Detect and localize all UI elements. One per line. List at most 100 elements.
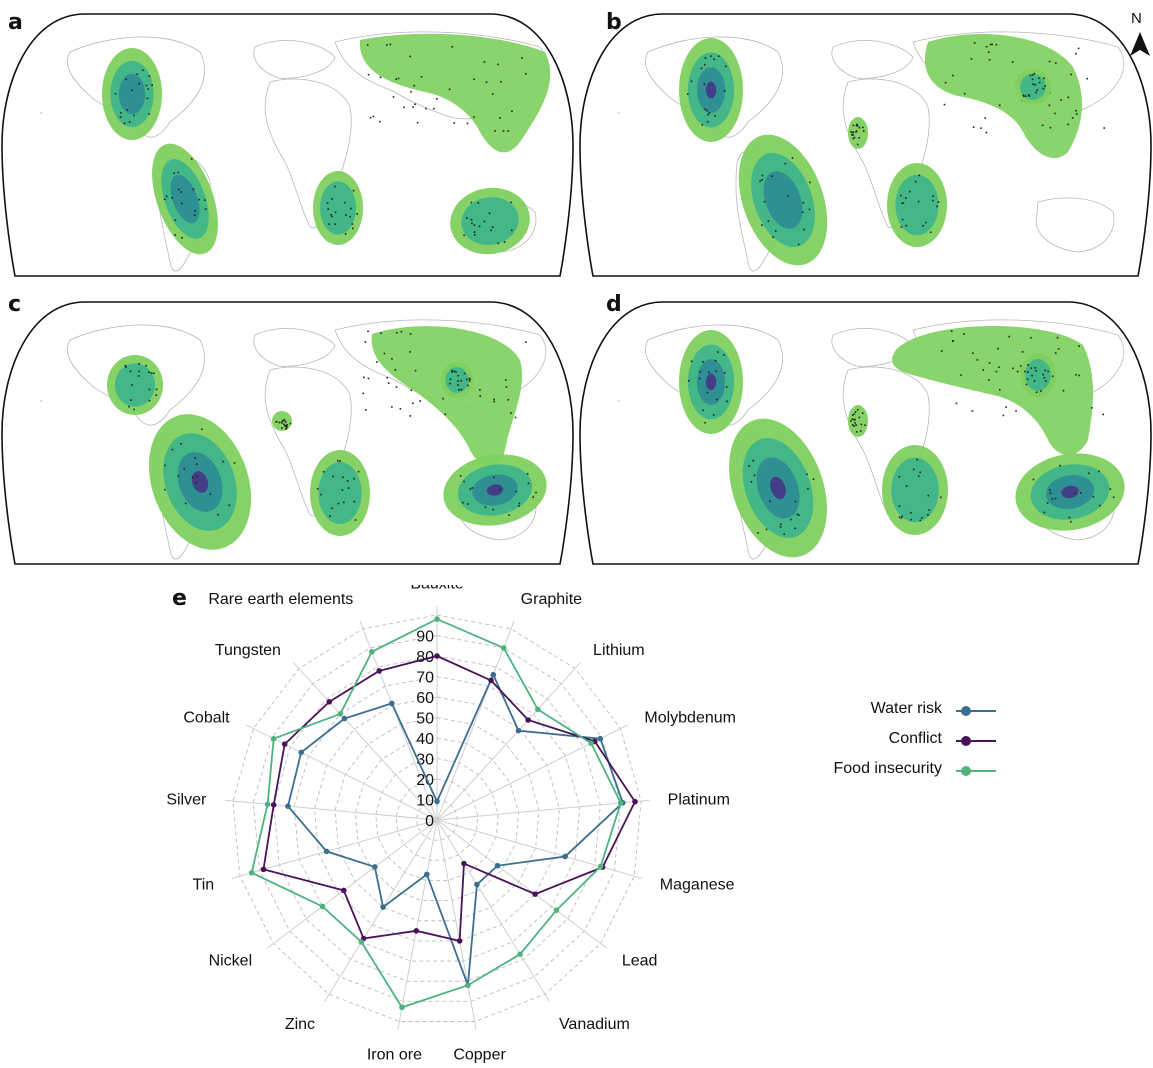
mine-site-point — [466, 217, 468, 219]
mine-site-point — [898, 475, 901, 478]
mine-site-point — [367, 330, 369, 333]
mine-site-point — [1022, 94, 1025, 97]
kde-hotspot — [170, 174, 200, 224]
mine-site-point — [284, 424, 286, 427]
mine-site-point — [488, 212, 491, 215]
mine-site-point — [704, 421, 706, 424]
mine-site-point — [457, 374, 459, 377]
mine-site-point — [917, 200, 920, 203]
mine-site-point — [1002, 414, 1005, 417]
chart-legend: Water risk Conflict Food insecurity — [770, 698, 1000, 788]
mine-site-point — [761, 178, 764, 181]
kde-hotspot — [461, 197, 519, 245]
mine-site-point — [963, 333, 965, 335]
mine-site-point — [138, 82, 140, 85]
mine-site-point — [900, 194, 902, 197]
legend-label-food-insecurity: Food insecurity — [833, 760, 943, 777]
mine-site-point — [698, 377, 701, 380]
mine-site-point — [479, 395, 481, 398]
mine-site-point — [918, 174, 921, 177]
mine-site-point — [963, 92, 966, 95]
mine-site-point — [345, 214, 347, 216]
mine-site-point — [703, 83, 706, 86]
mine-site-point — [1067, 123, 1069, 126]
mine-site-point — [706, 121, 709, 123]
mine-site-point — [970, 58, 973, 60]
mine-site-point — [425, 107, 427, 110]
mine-site-point — [322, 471, 325, 473]
mine-site-point — [980, 127, 982, 129]
mine-site-point — [690, 80, 693, 83]
mine-site-point — [327, 208, 330, 210]
data-point — [617, 800, 624, 806]
mine-site-point — [200, 428, 203, 431]
mine-site-point — [466, 378, 468, 381]
mine-site-point — [347, 487, 350, 489]
mine-site-point — [921, 516, 923, 519]
series-line — [262, 655, 637, 943]
mine-site-point — [126, 108, 129, 111]
mine-site-point — [353, 477, 355, 480]
mine-site-point — [712, 414, 715, 416]
mine-site-point — [329, 515, 331, 517]
radial-tick-label: 40 — [416, 731, 434, 748]
mine-site-point — [484, 506, 487, 509]
country-borders — [253, 40, 336, 79]
mine-site-point — [148, 388, 151, 391]
mine-site-point — [457, 384, 459, 386]
mine-site-point — [494, 130, 496, 132]
mine-site-point — [1033, 380, 1036, 382]
mine-site-point — [138, 370, 140, 373]
mine-site-point — [128, 121, 131, 123]
mine-site-point — [289, 422, 292, 425]
mine-site-point — [901, 218, 904, 221]
legend-label-conflict: Conflict — [888, 730, 942, 747]
radar-gridline — [354, 737, 520, 902]
mine-site-point — [1032, 83, 1034, 86]
mine-site-point — [1075, 373, 1077, 376]
data-point — [270, 735, 277, 742]
mine-site-point — [180, 442, 182, 445]
mine-site-point — [521, 57, 523, 59]
mine-site-point — [1021, 351, 1024, 353]
radial-tick-label: 60 — [416, 690, 434, 707]
mine-site-point — [386, 376, 388, 379]
mine-site-point — [761, 224, 763, 226]
mine-site-point — [851, 134, 853, 136]
country-borders — [39, 399, 43, 403]
mine-site-point — [999, 104, 1001, 107]
data-point — [434, 616, 440, 622]
mine-site-point — [473, 116, 475, 118]
category-label: Iron ore — [367, 1047, 422, 1064]
country-borders — [617, 111, 621, 115]
mine-site-point — [798, 514, 800, 516]
mine-site-point — [713, 58, 715, 61]
mine-site-point — [379, 120, 381, 123]
mine-site-point — [797, 243, 800, 246]
mine-site-point — [1051, 498, 1054, 500]
mine-site-point — [851, 424, 854, 426]
mine-site-point — [1048, 60, 1051, 63]
mine-site-point — [146, 97, 149, 100]
kde-hotspot — [705, 373, 717, 391]
mine-site-point — [1005, 406, 1007, 408]
mine-site-point — [686, 93, 689, 95]
mine-site-point — [860, 423, 863, 426]
mine-site-point — [857, 408, 859, 411]
mine-site-point — [286, 425, 288, 427]
mine-site-point — [998, 366, 1000, 369]
mine-site-point — [905, 485, 908, 487]
mine-site-point — [1015, 410, 1017, 412]
mine-site-point — [955, 402, 958, 405]
mine-site-point — [138, 363, 140, 365]
mine-site-point — [1030, 367, 1033, 370]
mine-site-point — [470, 218, 473, 221]
mine-site-point — [1056, 336, 1059, 339]
kde-hotspot — [1025, 359, 1051, 391]
country-borders — [645, 324, 783, 426]
mine-site-point — [757, 532, 759, 534]
mine-site-point — [780, 523, 782, 526]
mine-site-point — [724, 65, 727, 68]
map-panel-b — [579, 13, 1152, 277]
mine-site-point — [195, 463, 198, 466]
